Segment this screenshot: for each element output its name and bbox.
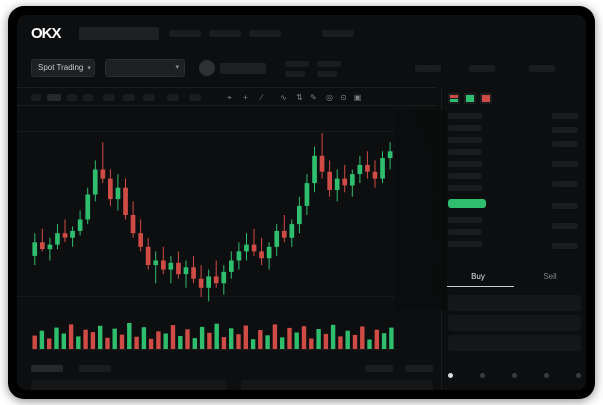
app-top-bar: OKX [17, 15, 586, 51]
order-book-row[interactable] [448, 149, 482, 155]
bottom-card-left[interactable] [31, 380, 227, 390]
order-book-value [552, 127, 578, 133]
bottom-tab-active[interactable] [31, 365, 63, 372]
timeframe-8[interactable] [167, 94, 179, 101]
order-book-value [552, 203, 578, 209]
stat-item-2 [317, 61, 341, 67]
magnet-icon[interactable]: ⊙ [340, 93, 347, 102]
order-book-panel: Buy Sell [441, 87, 586, 390]
stat-item-4 [469, 65, 495, 72]
cursor-icon[interactable]: ⌖ [227, 93, 232, 102]
timeframe-4[interactable] [83, 94, 93, 101]
order-book-value [552, 161, 578, 167]
timeframe-9[interactable] [189, 94, 201, 101]
market-type-selector[interactable]: Spot Trading ▾ [31, 59, 95, 77]
order-book-value [552, 223, 578, 229]
order-book-row[interactable] [448, 217, 482, 223]
stat-item-1-value [285, 71, 305, 77]
slider-dot[interactable] [512, 373, 517, 378]
slider-dot[interactable] [448, 373, 453, 378]
buy-sell-tabs: Buy Sell [442, 267, 586, 287]
order-book-row[interactable] [448, 161, 482, 167]
bottom-panel [17, 360, 437, 390]
timeframe-7[interactable] [143, 94, 155, 101]
book-asks-icon[interactable] [480, 93, 492, 104]
stat-item-2-value [317, 71, 337, 77]
nav-item-4[interactable] [322, 30, 354, 37]
price-chart[interactable] [17, 106, 437, 356]
pair-price-label [220, 63, 266, 74]
order-book-row[interactable] [448, 173, 482, 179]
timeframe-6[interactable] [123, 94, 135, 101]
dark-overlay-artifact [395, 110, 447, 310]
volume-chart [17, 315, 437, 357]
slider-dot[interactable] [544, 373, 549, 378]
order-book-highlight-row[interactable] [448, 199, 486, 208]
search-input[interactable] [79, 27, 159, 40]
order-size-slider[interactable] [442, 373, 586, 383]
timeframe-3[interactable] [67, 94, 77, 101]
bottom-tab-2[interactable] [79, 365, 111, 372]
wave-icon[interactable]: ∿ [280, 93, 287, 102]
chart-gridline [17, 296, 437, 297]
order-book-row[interactable] [448, 125, 482, 131]
bottom-card-right[interactable] [241, 380, 433, 390]
tab-buy[interactable]: Buy [442, 267, 514, 287]
order-book-row[interactable] [448, 241, 482, 247]
timeframe-5[interactable] [103, 94, 115, 101]
measure-icon[interactable]: ⇅ [296, 93, 303, 102]
market-type-label: Spot Trading [38, 63, 84, 72]
timeframe-2-active[interactable] [47, 94, 61, 101]
slider-dot[interactable] [576, 373, 581, 378]
chevron-down-icon: ▾ [175, 64, 179, 71]
chevron-down-icon: ▾ [87, 65, 91, 72]
stat-item-1 [285, 61, 309, 67]
market-selector-bar: Spot Trading ▾ ▾ [17, 51, 586, 87]
book-bids-icon[interactable] [464, 93, 476, 104]
brush-icon[interactable]: ✎ [310, 93, 317, 102]
crosshair-icon[interactable]: + [243, 93, 248, 102]
stat-item-5 [529, 65, 555, 72]
coin-avatar [199, 60, 215, 76]
okx-logo[interactable]: OKX [31, 25, 62, 42]
book-both-icon[interactable] [448, 93, 460, 104]
order-book-row[interactable] [448, 185, 482, 191]
nav-item-2[interactable] [209, 30, 241, 37]
order-book-value [552, 141, 578, 147]
order-book-row[interactable] [448, 229, 482, 235]
chart-toolbar: ⌖ + ∕ ∿ ⇅ ✎ ◎ ⊙ ▣ [17, 87, 437, 106]
order-book-row[interactable] [448, 113, 482, 119]
order-form-field-3[interactable] [448, 335, 581, 351]
order-book-value [552, 181, 578, 187]
order-book-row[interactable] [448, 137, 482, 143]
volume-series [31, 323, 395, 350]
nav-item-1[interactable] [169, 30, 201, 37]
bottom-tab-4[interactable] [405, 365, 433, 372]
tab-sell[interactable]: Sell [543, 272, 557, 281]
lock-icon[interactable]: ▣ [353, 93, 362, 102]
slider-dot[interactable] [480, 373, 485, 378]
order-form-field-2[interactable] [448, 315, 581, 331]
order-form-field-1[interactable] [448, 295, 581, 311]
eye-icon[interactable]: ◎ [326, 93, 333, 102]
timeframe-1[interactable] [31, 94, 41, 101]
chart-gridline [17, 131, 437, 132]
trendline-icon[interactable]: ∕ [260, 93, 263, 102]
trading-pair-selector[interactable]: ▾ [105, 59, 185, 77]
tablet-device-frame: OKX Spot Trading ▾ ▾ [8, 6, 595, 399]
order-book-value [552, 113, 578, 119]
bottom-tab-3[interactable] [365, 365, 393, 372]
nav-item-3[interactable] [249, 30, 281, 37]
tablet-screen: OKX Spot Trading ▾ ▾ [17, 15, 586, 390]
stat-item-3 [415, 65, 441, 72]
order-book-value [552, 243, 578, 249]
